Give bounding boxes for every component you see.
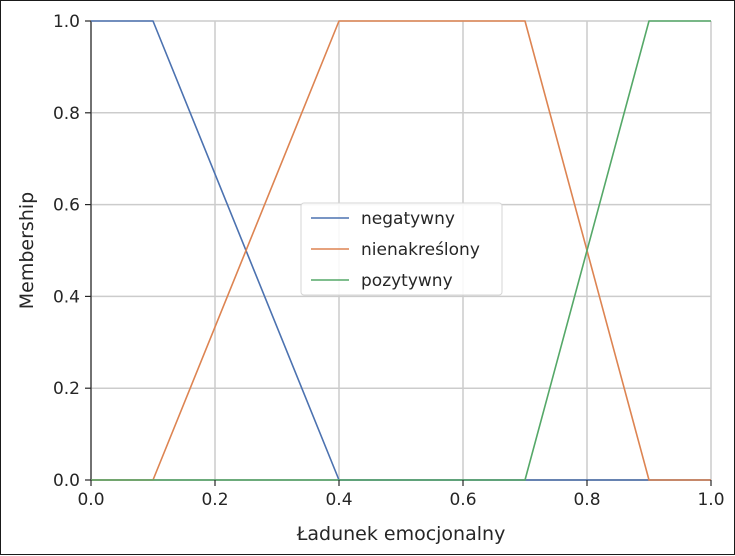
x-tick-label: 0.0 <box>77 490 104 510</box>
y-tick-label: 0.4 <box>53 287 80 307</box>
legend-label-1: nienakreślony <box>361 240 480 260</box>
legend-box <box>300 202 503 296</box>
x-axis-title: Ładunek emocjonalny <box>296 523 506 545</box>
y-tick-label: 0.0 <box>53 471 80 491</box>
legend-label-0: negatywny <box>361 209 455 229</box>
series-line-2 <box>91 20 711 481</box>
x-tick-label: 0.6 <box>449 490 476 510</box>
y-tick-label: 0.2 <box>53 379 80 399</box>
y-axis-title: Membership <box>16 192 38 309</box>
x-tick-labels: 0.0 0.2 0.4 0.6 0.8 1.0 <box>77 480 725 510</box>
y-tick-label: 0.6 <box>53 196 80 216</box>
y-tick-labels: 0.0 0.2 0.4 0.6 0.8 1.0 <box>53 12 91 491</box>
series-layer <box>91 20 711 481</box>
x-tick-label: 0.8 <box>573 490 600 510</box>
x-tick-label: 0.4 <box>325 490 352 510</box>
x-tick-label: 1.0 <box>697 490 724 510</box>
x-tick-label: 0.2 <box>201 490 228 510</box>
legend: negatywny nienakreślony pozytywny <box>300 202 503 296</box>
legend-label-2: pozytywny <box>361 271 453 291</box>
y-tick-label: 0.8 <box>53 104 80 124</box>
y-tick-label: 1.0 <box>53 12 80 32</box>
